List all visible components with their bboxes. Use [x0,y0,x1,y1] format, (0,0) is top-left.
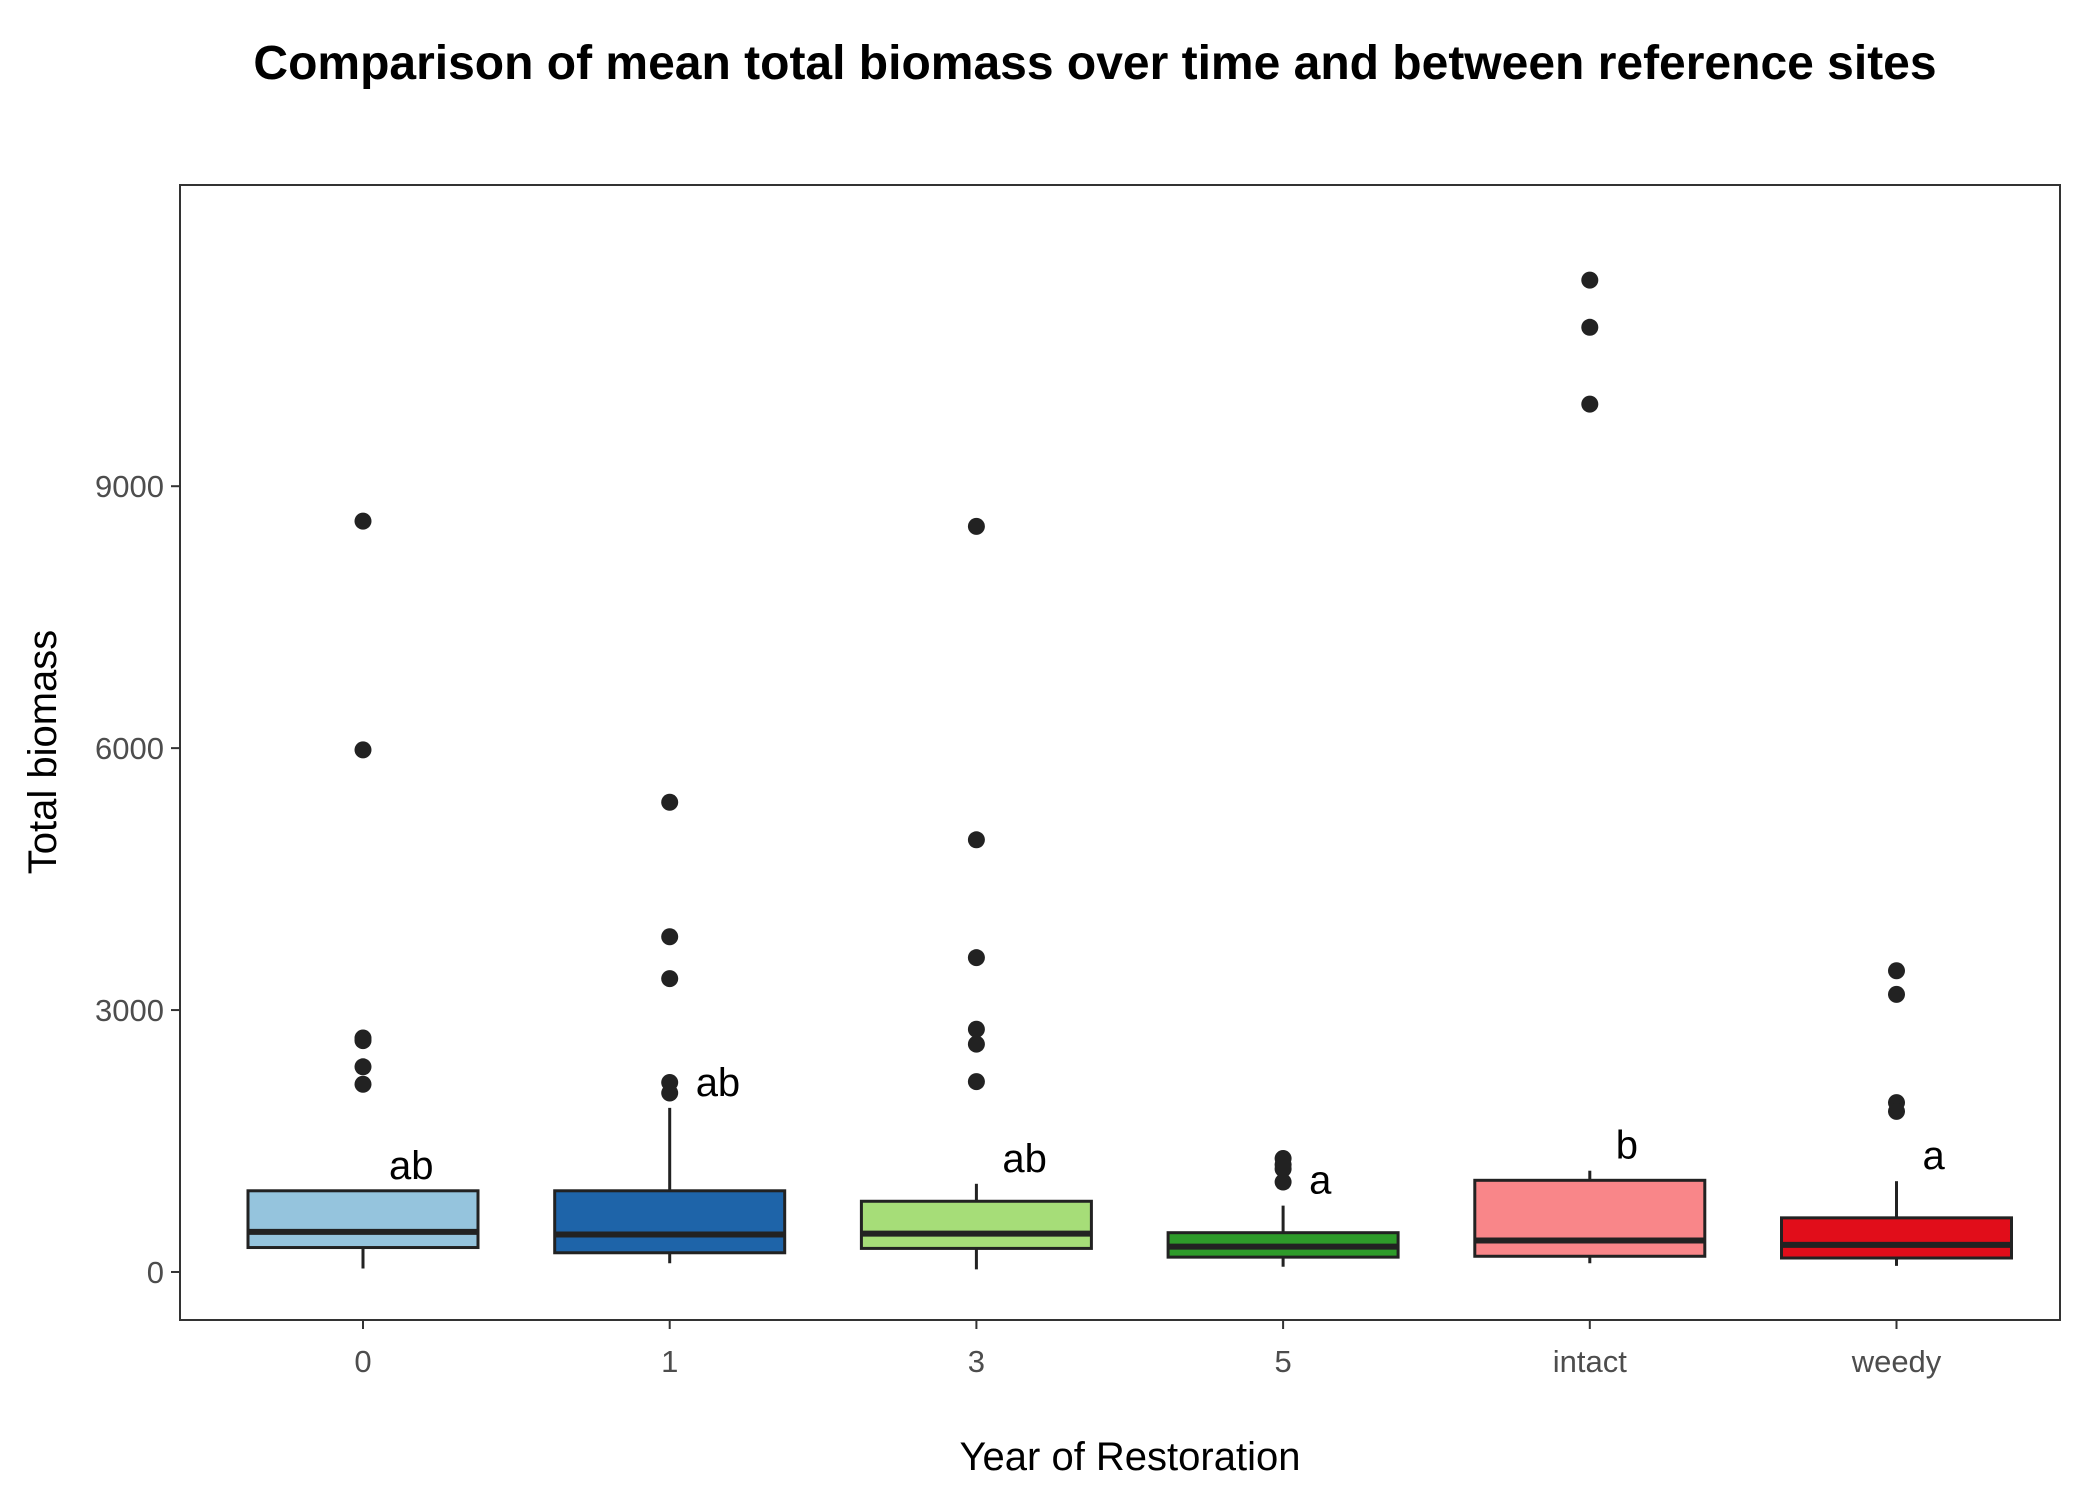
outlier-point [1581,271,1599,289]
box-group-intact: b [1473,271,1707,1264]
box-group-0: ab [246,512,480,1269]
box-group-1: ab [553,793,787,1264]
y-axis-title: Total biomass [21,630,65,875]
outlier-point [967,1035,985,1053]
outlier-point [354,1032,372,1050]
outlier-point [354,512,372,530]
outlier-point [661,1084,679,1102]
significance-letter: ab [1002,1137,1047,1181]
x-tick-label: 0 [354,1344,371,1379]
box-body [553,1189,787,1255]
x-tick-label: 5 [1274,1344,1291,1379]
box-group-3: ab [859,517,1093,1270]
box-group-weedy: a [1780,962,2013,1266]
box-body [246,1189,480,1250]
outlier-point [967,517,985,535]
y-axis: 0 3000 6000 9000 [95,469,180,1290]
outlier-point [354,741,372,759]
outlier-point [1581,395,1599,413]
outlier-point [967,949,985,967]
plot-panel [179,184,2061,1321]
outlier-point [967,831,985,849]
x-axis: 0 1 3 5 intact weedy [354,1320,1942,1379]
x-tick-label: 1 [661,1344,678,1379]
x-tick-label: 3 [968,1344,985,1379]
box-group-5: a [1166,1149,1400,1267]
outlier-point [967,1020,985,1038]
x-tick-label: weedy [1851,1344,1942,1379]
outlier-point [1888,962,1905,980]
box-body [859,1199,1093,1250]
outlier-point [967,1073,985,1091]
outlier-point [661,793,679,811]
outlier-point [661,928,679,946]
outlier-point [354,1075,372,1093]
box-body [1473,1178,1707,1258]
significance-letter: a [1309,1159,1332,1203]
x-tick-label: intact [1553,1344,1627,1379]
y-tick-label: 9000 [95,469,164,504]
outlier-point [661,970,679,988]
significance-letter: a [1923,1134,1946,1178]
outlier-point [1274,1160,1292,1178]
significance-letter: ab [389,1144,434,1188]
outlier-point [1888,985,1905,1003]
chart-title: Comparison of mean total biomass over ti… [253,37,1937,90]
significance-letter: ab [696,1061,741,1105]
outlier-point [1581,318,1599,336]
significance-letter: b [1616,1124,1638,1168]
y-tick-label: 6000 [95,731,164,766]
outlier-point [1888,1102,1905,1120]
outlier-point [354,1058,372,1076]
x-axis-title: Year of Restoration [960,1435,1301,1479]
y-tick-label: 0 [147,1255,164,1290]
outlier-point [1274,1173,1292,1191]
y-tick-label: 3000 [95,993,164,1028]
box-body [1780,1216,2013,1260]
